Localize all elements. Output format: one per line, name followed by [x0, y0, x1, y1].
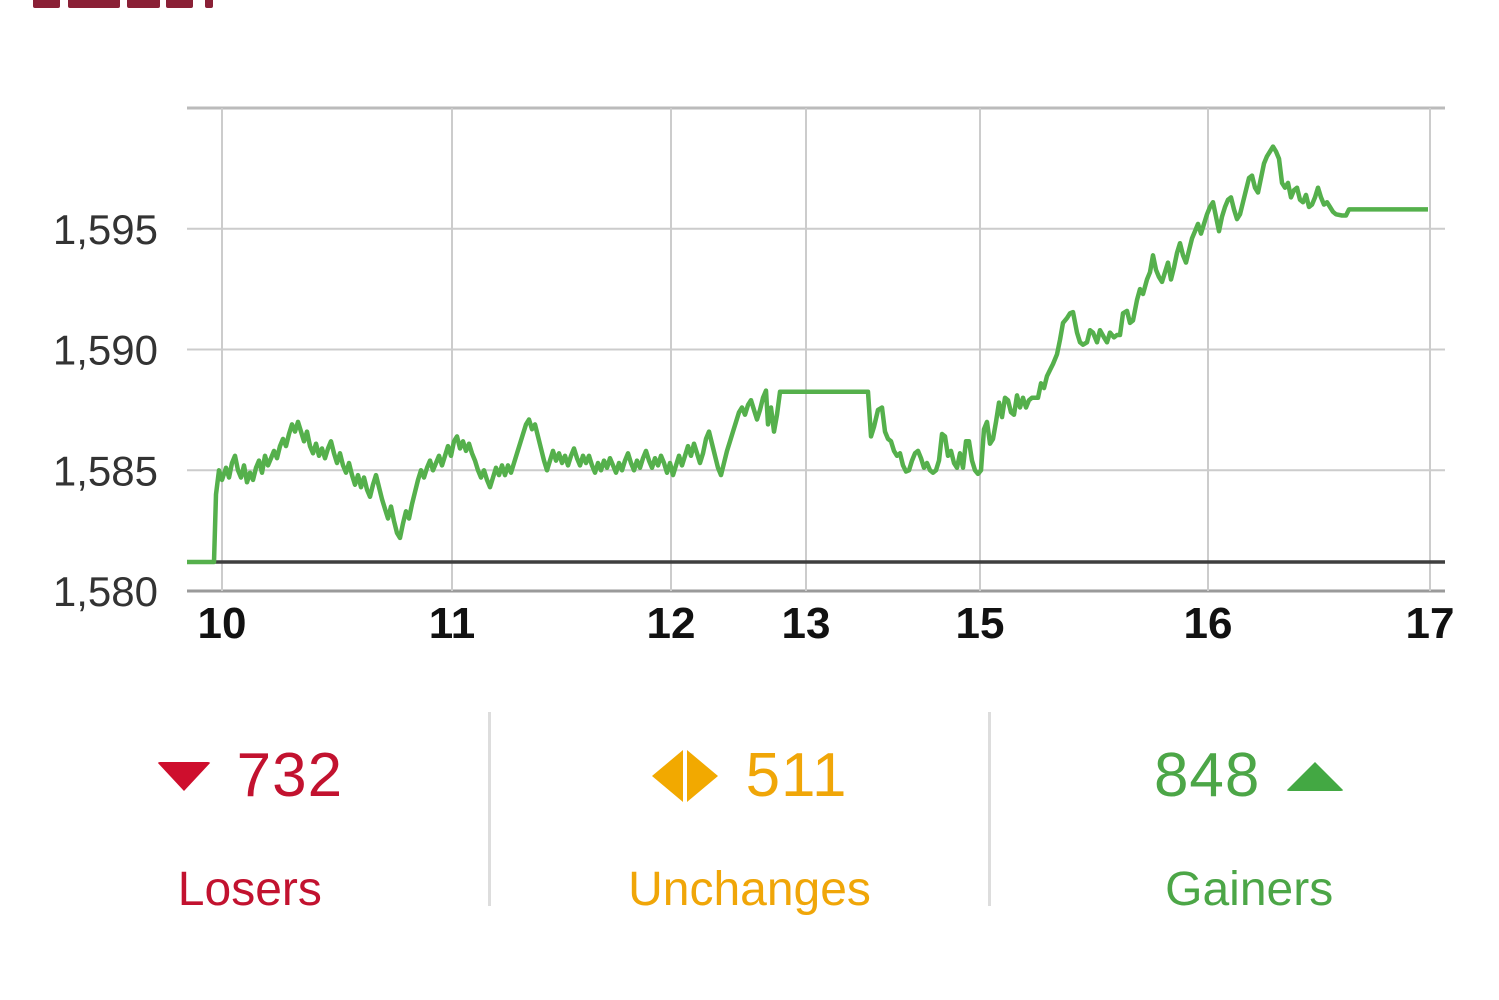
triangle-down-icon	[156, 761, 211, 791]
gainers-count: 848	[1153, 741, 1261, 810]
triangle-right-icon	[686, 750, 718, 802]
price-line-index-intraday	[187, 144, 1428, 565]
losers-stat: 732 Losers	[0, 700, 500, 920]
triangle-up-icon	[1286, 761, 1345, 791]
gainers-stat: 848 Gainers	[999, 700, 1499, 920]
losers-value-row: 732	[156, 728, 344, 824]
gainers-value-row: 848	[1153, 728, 1345, 824]
x-tick-label-12: 12	[647, 599, 696, 648]
x-tick-label-15: 15	[956, 599, 1005, 648]
x-tick-label-10: 10	[198, 599, 247, 648]
cropped-title-fragment	[0, 0, 1499, 10]
index-intraday-chart[interactable]: 1,580 1,585 1,590 1,595 10 11 12 13 15 16 17	[0, 0, 1499, 665]
cropped-text-block	[205, 0, 213, 8]
unchanged-stat: 511 Unchanges	[500, 700, 1000, 920]
x-tick-label-16: 16	[1184, 599, 1233, 648]
stats-divider-right	[988, 712, 991, 906]
cropped-text-block	[127, 0, 160, 8]
cropped-text-block	[68, 0, 120, 8]
x-tick-label-13: 13	[782, 599, 831, 648]
cropped-text-block	[166, 0, 193, 8]
x-tick-label-17: 17	[1406, 599, 1455, 648]
y-tick-label-1590: 1,590	[53, 327, 158, 374]
triangle-left-icon	[651, 750, 683, 802]
unchanged-count: 511	[745, 741, 848, 810]
stats-divider-left	[488, 712, 491, 906]
gainers-label: Gainers	[1165, 863, 1334, 916]
cropped-text-block	[33, 0, 60, 8]
y-tick-label-1595: 1,595	[53, 206, 158, 253]
unchanged-value-row: 511	[651, 728, 848, 824]
market-breadth-row: 732 Losers 511 Unchanges 848 Gainers	[0, 700, 1499, 920]
x-tick-label-11: 11	[429, 599, 476, 648]
losers-label: Losers	[177, 863, 322, 916]
y-tick-label-1580: 1,580	[53, 568, 158, 615]
unchanged-label: Unchanges	[628, 863, 871, 916]
chart-canvas[interactable]: 1,580 1,585 1,590 1,595 10 11 12 13 15 16 17	[0, 0, 1499, 665]
y-tick-label-1585: 1,585	[53, 447, 158, 494]
losers-count: 732	[236, 741, 344, 810]
